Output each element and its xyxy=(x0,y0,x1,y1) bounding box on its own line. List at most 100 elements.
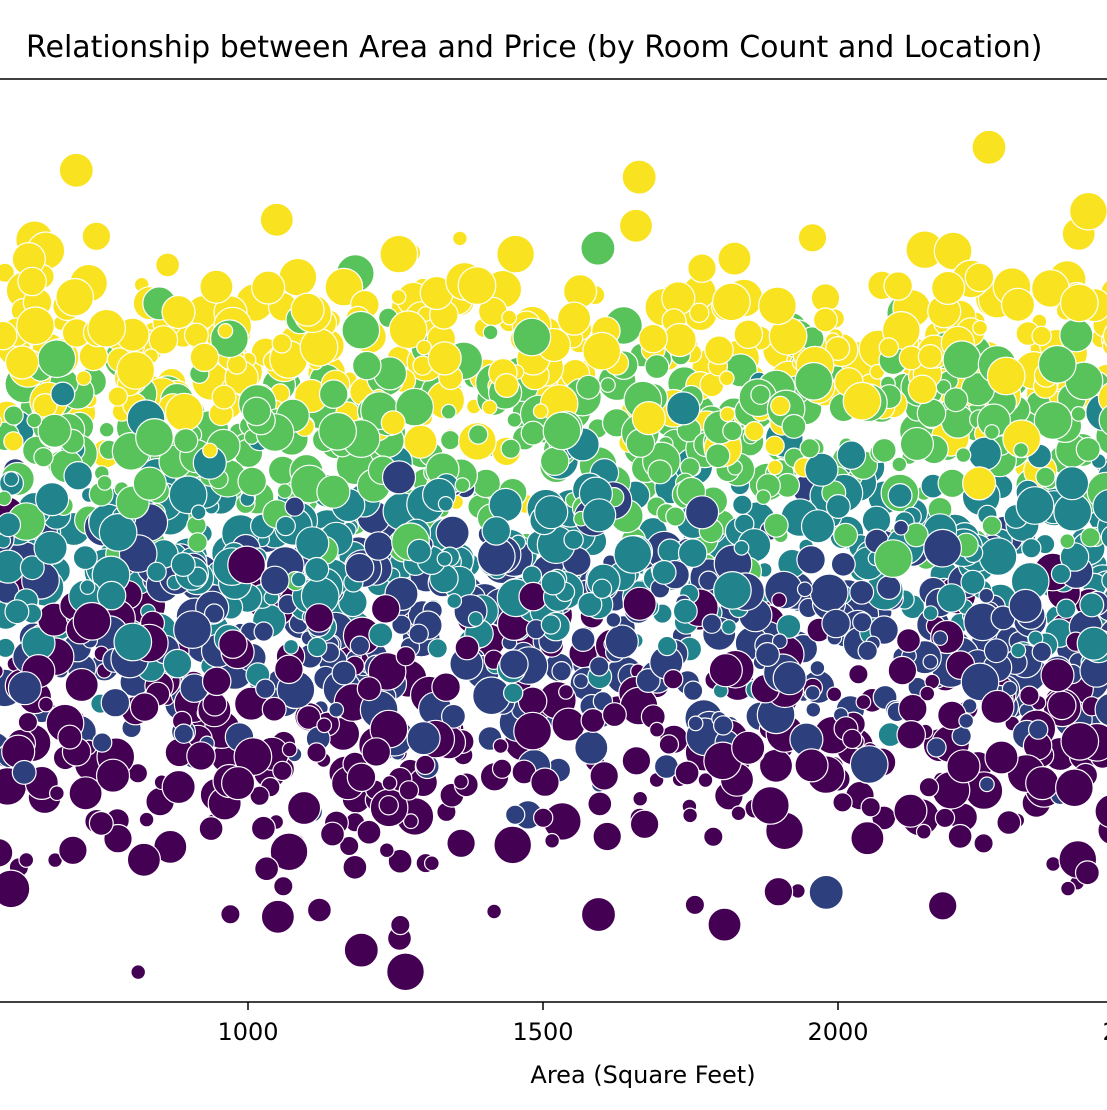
data-point xyxy=(708,653,743,688)
data-point xyxy=(1092,489,1107,524)
data-point xyxy=(1033,401,1073,440)
data-point xyxy=(346,762,377,793)
data-point xyxy=(751,786,790,825)
data-point xyxy=(255,678,276,699)
data-point xyxy=(923,528,962,568)
data-point xyxy=(91,732,113,753)
data-point xyxy=(1098,405,1107,435)
x-tick-label-1500: 1500 xyxy=(512,1018,573,1046)
data-point xyxy=(713,715,734,736)
data-point xyxy=(781,413,807,439)
data-point xyxy=(687,715,704,732)
data-point xyxy=(797,223,828,253)
data-point xyxy=(130,964,147,980)
data-point xyxy=(1015,486,1055,525)
data-point xyxy=(1101,571,1107,590)
data-point xyxy=(203,603,225,624)
data-point xyxy=(656,635,678,657)
data-point xyxy=(132,466,167,501)
data-point xyxy=(1059,283,1099,323)
data-point xyxy=(318,379,349,409)
data-point xyxy=(113,622,153,662)
data-point xyxy=(697,772,714,788)
data-point xyxy=(1050,563,1072,585)
data-point xyxy=(316,717,333,734)
data-point xyxy=(503,682,524,704)
data-point xyxy=(1021,538,1042,559)
data-point xyxy=(589,656,610,677)
data-point xyxy=(370,594,401,624)
data-point xyxy=(261,696,287,722)
data-point xyxy=(116,351,156,390)
data-point xyxy=(391,614,412,636)
data-point xyxy=(684,495,720,530)
data-point xyxy=(1069,191,1107,231)
data-point xyxy=(87,308,127,348)
data-point xyxy=(794,361,834,401)
data-point xyxy=(17,266,47,297)
data-point xyxy=(0,512,22,538)
data-point xyxy=(4,599,30,625)
data-point xyxy=(770,395,791,417)
data-point xyxy=(922,605,939,621)
data-point xyxy=(251,270,286,305)
data-point xyxy=(162,648,193,679)
data-point xyxy=(812,307,838,333)
data-point xyxy=(674,760,700,786)
data-point xyxy=(342,854,368,880)
data-point xyxy=(662,322,697,358)
data-point xyxy=(506,412,523,428)
data-point xyxy=(682,807,698,824)
data-point xyxy=(604,624,639,659)
data-point xyxy=(871,437,897,463)
data-point xyxy=(349,635,371,656)
data-point xyxy=(81,221,112,252)
data-point xyxy=(276,483,293,500)
data-point xyxy=(600,377,616,393)
data-point xyxy=(919,685,936,702)
data-point xyxy=(344,552,375,583)
data-point xyxy=(1100,526,1107,548)
data-point xyxy=(1080,527,1101,548)
data-point xyxy=(379,234,419,274)
data-point xyxy=(980,689,1015,725)
data-point xyxy=(979,776,995,793)
data-point xyxy=(492,738,509,754)
data-point xyxy=(687,253,717,283)
data-point xyxy=(544,832,560,849)
data-point xyxy=(493,825,533,865)
data-point xyxy=(218,629,248,659)
data-point xyxy=(16,306,55,346)
data-point xyxy=(33,447,54,468)
data-point xyxy=(533,807,554,828)
data-point xyxy=(260,565,290,596)
data-point xyxy=(744,421,765,442)
data-point xyxy=(833,522,859,548)
data-point xyxy=(378,842,395,859)
data-point xyxy=(415,754,436,776)
x-axis-ticks: 1000 1500 2000 2500 xyxy=(217,1002,1107,1046)
data-point xyxy=(38,696,54,713)
data-point xyxy=(50,381,76,407)
data-point xyxy=(187,532,208,553)
data-point xyxy=(0,869,31,909)
data-point xyxy=(513,711,552,751)
data-point xyxy=(663,669,684,690)
data-point xyxy=(733,319,764,349)
data-point xyxy=(306,897,332,923)
data-point xyxy=(272,760,293,782)
data-point xyxy=(635,667,661,693)
data-point xyxy=(946,749,981,784)
data-point xyxy=(307,636,328,658)
data-point xyxy=(947,823,973,849)
data-point xyxy=(1037,344,1077,384)
data-point xyxy=(893,793,928,828)
data-point xyxy=(96,475,113,491)
data-point xyxy=(520,420,546,446)
data-point xyxy=(883,271,913,301)
data-point xyxy=(491,758,513,779)
data-point xyxy=(468,424,489,445)
data-point xyxy=(88,810,114,836)
data-point xyxy=(201,666,232,697)
data-point xyxy=(0,416,3,428)
